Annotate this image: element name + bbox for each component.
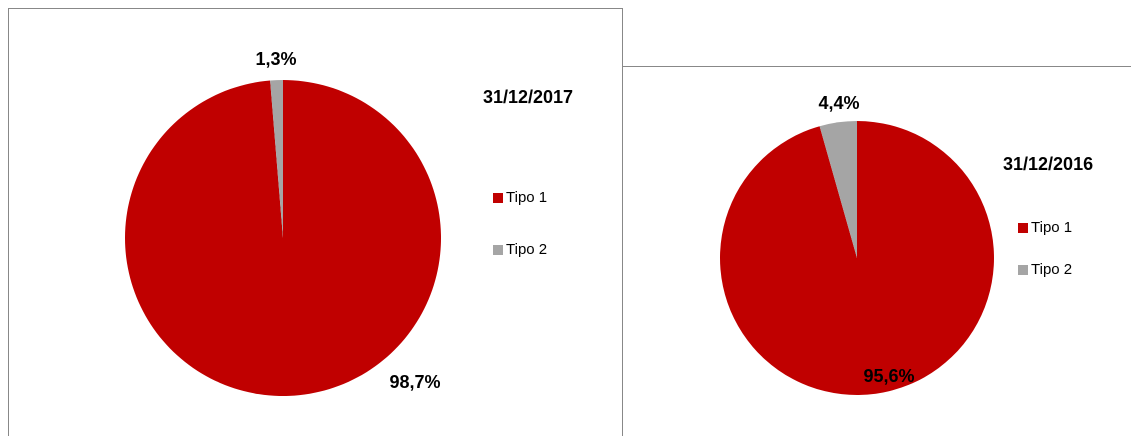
legend-swatch [493, 193, 503, 203]
data-label: 4,4% [818, 93, 859, 113]
legend-label: Tipo 1 [506, 189, 547, 206]
chart-title: 31/12/2016 [1003, 154, 1093, 174]
data-label: 95,6% [863, 366, 914, 386]
pie-slice [125, 79, 442, 396]
data-label: 1,3% [255, 49, 296, 69]
legend-label: Tipo 2 [506, 241, 547, 258]
pie-slice [819, 121, 857, 258]
pie-slice [270, 80, 283, 238]
legend-swatch [493, 245, 503, 255]
legend-swatch [1018, 223, 1028, 233]
legend-label: Tipo 2 [1031, 261, 1072, 278]
legend-label: Tipo 1 [1031, 219, 1072, 236]
chart-title: 31/12/2017 [483, 87, 573, 107]
legend-swatch [1018, 265, 1028, 275]
data-label: 98,7% [389, 372, 440, 392]
